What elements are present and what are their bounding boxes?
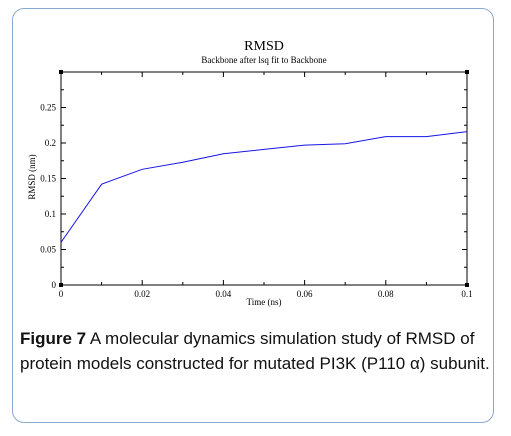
y-tick-label: 0.2 <box>45 138 56 148</box>
x-tick-label: 0.08 <box>378 289 394 299</box>
plot-frame <box>59 70 469 287</box>
chart-subtitle: Backbone after lsq fit to Backbone <box>201 55 326 65</box>
caption-text: A molecular dynamics simulation study of… <box>20 329 490 373</box>
y-tick-label: 0.25 <box>40 103 56 113</box>
series-group <box>60 131 468 243</box>
chart-title: RMSD <box>244 39 284 54</box>
x-axis-label: Time (ns) <box>247 297 282 307</box>
rmsd-chart: RMSD Backbone after lsq fit to Backbone … <box>27 39 473 307</box>
x-axis-ticks: 0 0.02 0.04 0.06 0.08 0.1 <box>59 72 473 299</box>
rmsd-series-line <box>60 131 468 243</box>
figure-label: Figure 7 <box>20 329 87 348</box>
x-tick-label: 0.02 <box>134 289 150 299</box>
plot-border <box>60 71 468 286</box>
y-tick-label: 0.15 <box>40 174 56 184</box>
y-tick-label: 0.05 <box>40 245 56 255</box>
x-tick-label: 0 <box>59 289 64 299</box>
x-tick-label: 0.1 <box>461 289 472 299</box>
x-tick-label: 0.04 <box>216 289 232 299</box>
y-tick-label: 0 <box>52 280 57 290</box>
figure-frame <box>12 8 494 423</box>
x-tick-label: 0.06 <box>297 289 313 299</box>
y-axis-ticks: 0 0.05 0.1 0.15 0.2 0.25 <box>40 89 467 290</box>
y-tick-label: 0.1 <box>45 209 56 219</box>
y-axis-label: RMSD (nm) <box>27 154 37 199</box>
figure-caption: Figure 7 A molecular dynamics simulation… <box>20 326 490 376</box>
